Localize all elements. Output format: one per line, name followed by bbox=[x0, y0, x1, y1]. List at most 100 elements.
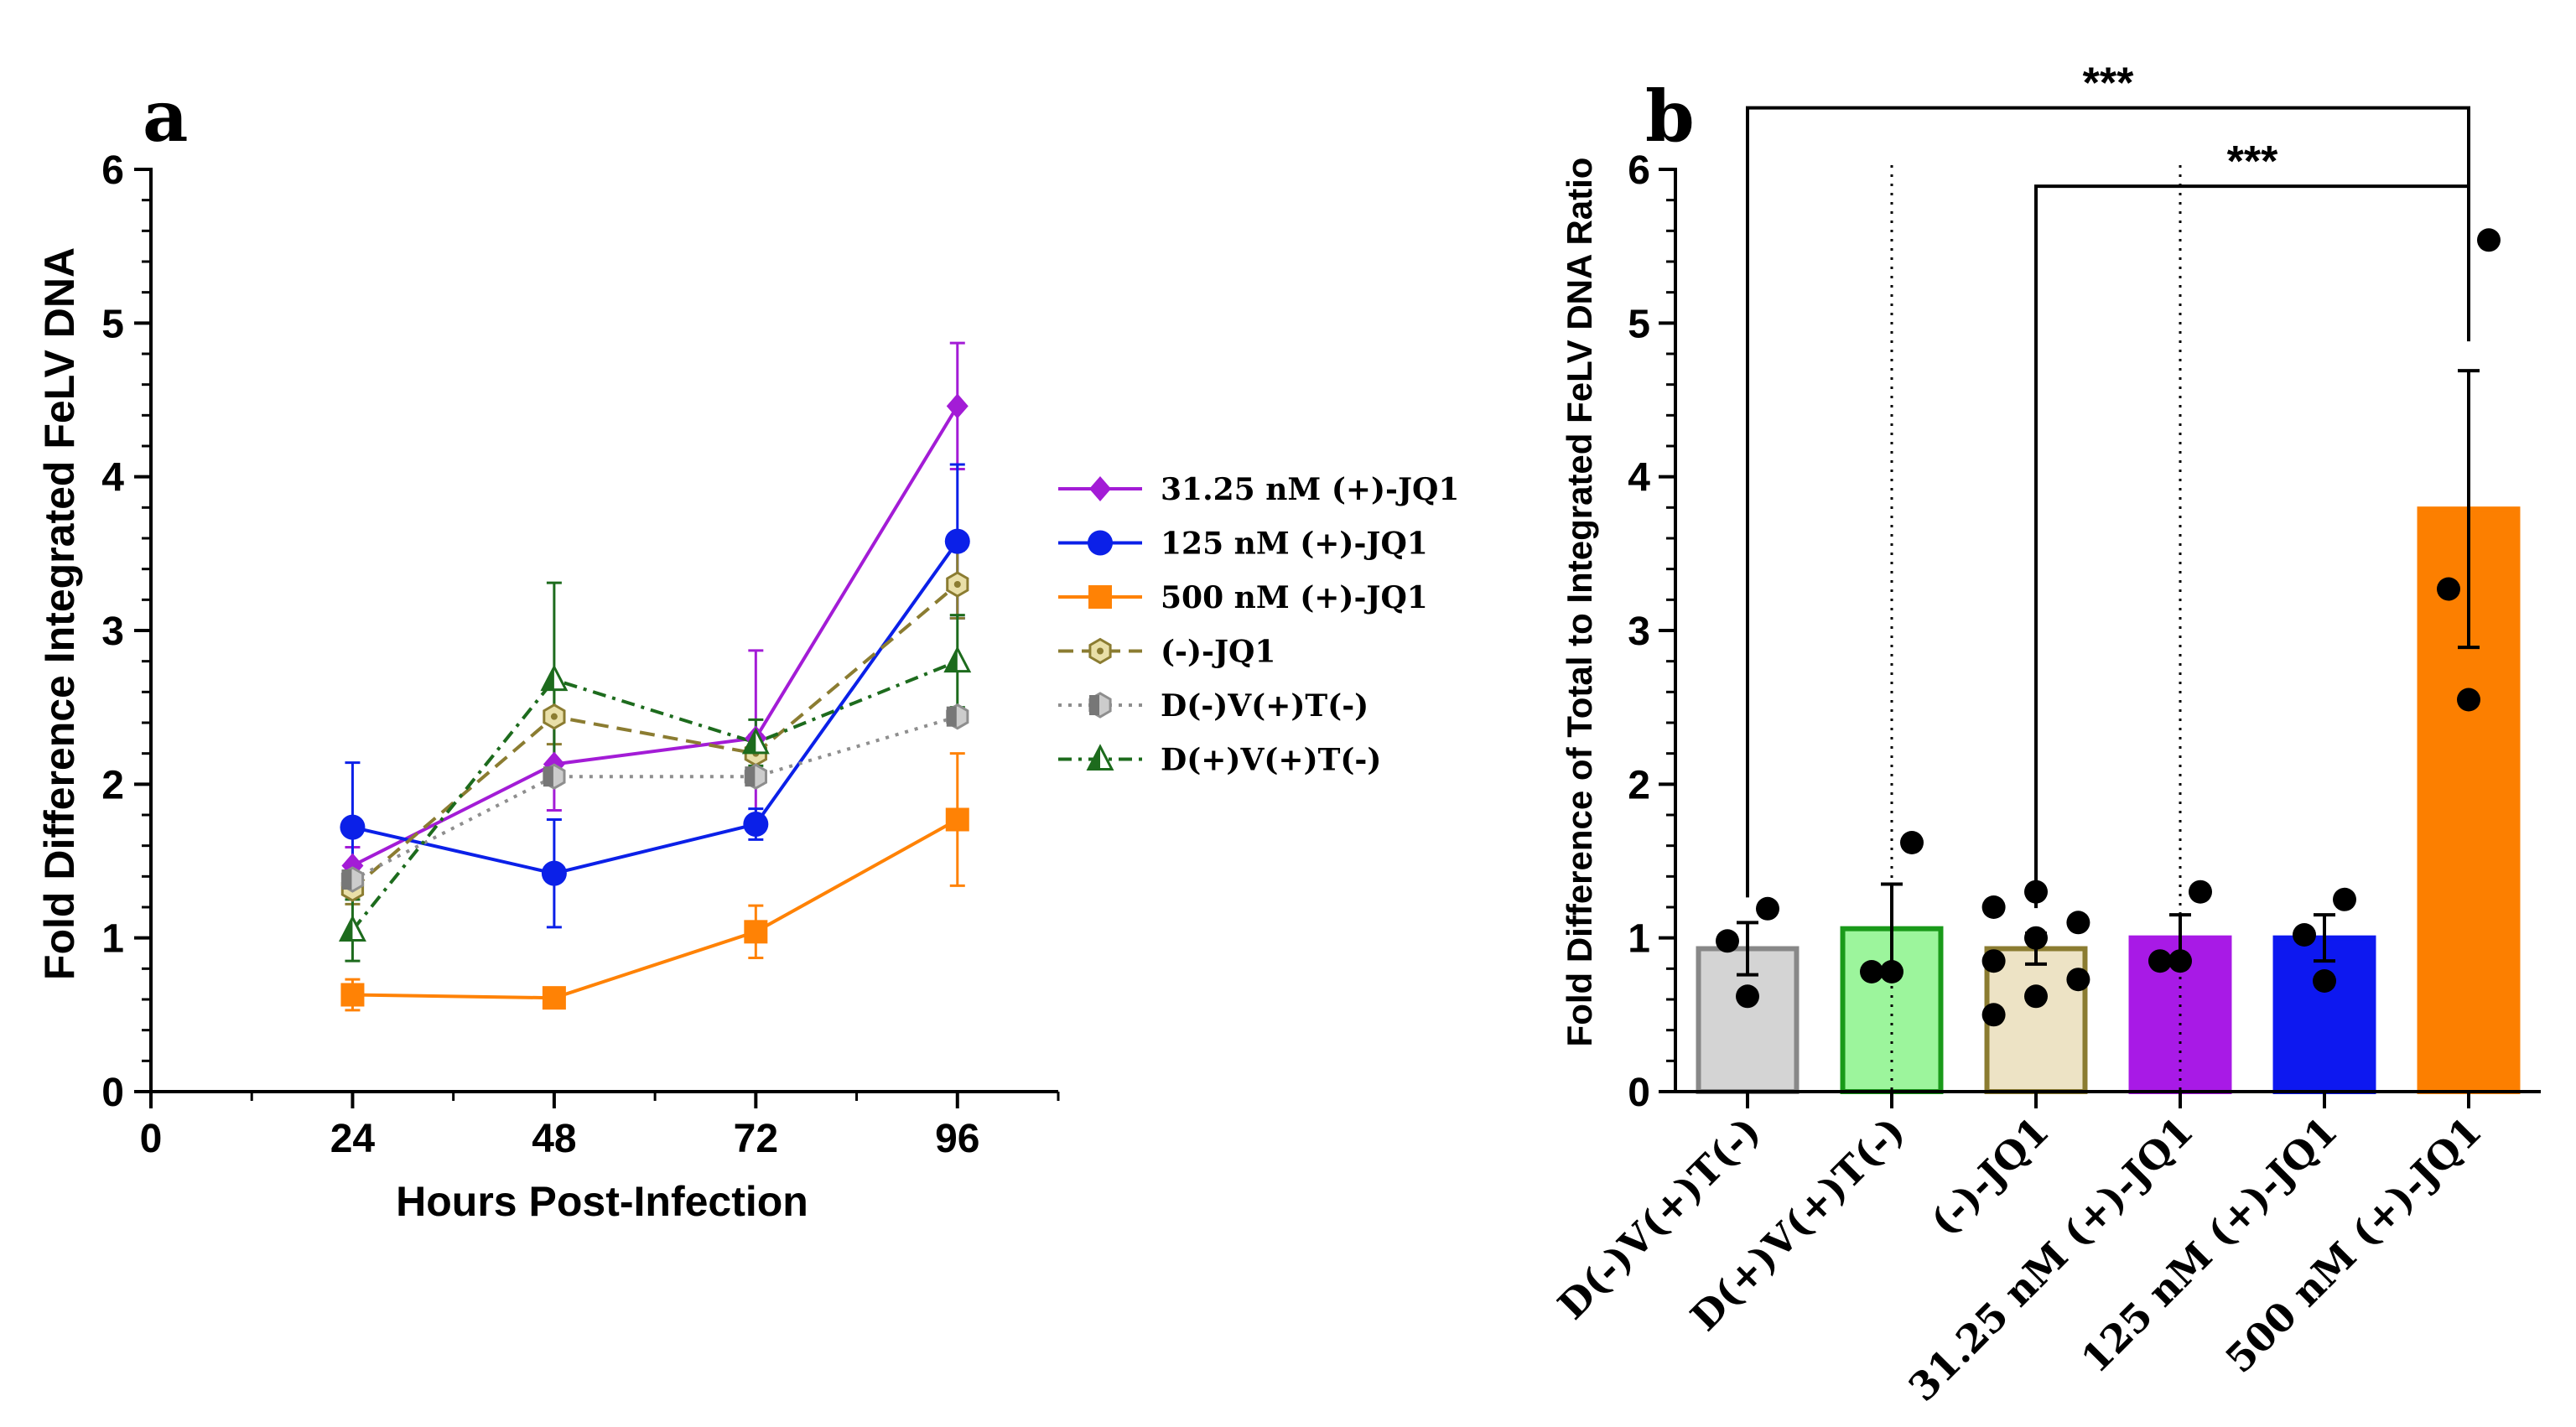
data-point-d-v-t bbox=[1860, 960, 1883, 983]
point-500-nm-jq1 bbox=[542, 986, 566, 1010]
data-point-d-v-t bbox=[1880, 960, 1903, 983]
panel-b-y-tick-label: 4 bbox=[1628, 456, 1650, 501]
bar-125-nm-jq1 bbox=[2272, 935, 2376, 1094]
legend-marker-500-nm-jq1 bbox=[1088, 585, 1112, 609]
data-point-jq1 bbox=[2066, 968, 2090, 992]
panel-a-x-axis-title: Hours Post-Infection bbox=[396, 1178, 808, 1225]
data-point-d-v-t bbox=[1716, 929, 1739, 953]
point-125-nm-jq1 bbox=[944, 528, 970, 554]
panel-a-axes: 0 1 2 3 4 5 6 0 24 48 72 96 bbox=[101, 148, 1060, 1161]
series-line-jq1 bbox=[351, 583, 959, 890]
data-point-125-nm-jq1 bbox=[2313, 969, 2336, 993]
point-125-nm-jq1 bbox=[340, 814, 366, 840]
data-point-d-v-t bbox=[1736, 984, 1759, 1009]
legend-marker-jq1-center bbox=[1097, 647, 1104, 655]
legend-label-d-v-t: D(+)V(+)T(-) bbox=[1161, 743, 1381, 778]
point-d-v-t-half bbox=[945, 648, 958, 672]
data-point-500-nm-jq1 bbox=[2477, 228, 2501, 252]
panel-a-x-tick-label: 0 bbox=[140, 1117, 163, 1161]
panel-a-series-lines bbox=[351, 405, 959, 1000]
panel-b-x-tick-label-125-nm-jq1: 125 nM (+)-JQ1 bbox=[2073, 1108, 2346, 1382]
series-line-125-nm-jq1 bbox=[351, 540, 959, 875]
panel-a-markers bbox=[338, 393, 972, 1010]
point-31-25-nm-jq1 bbox=[946, 393, 969, 419]
point-jq1-center bbox=[953, 581, 961, 588]
data-point-jq1 bbox=[1981, 949, 2006, 973]
series-line-d-v-t bbox=[351, 714, 958, 881]
panel-a-y-tick-label: 4 bbox=[101, 456, 124, 501]
panel-a-y-tick-label: 3 bbox=[101, 610, 124, 654]
panel-b-x-tick-label-jq1: (-)-JQ1 bbox=[1921, 1108, 2057, 1244]
legend-marker-d-v-t-half bbox=[1088, 746, 1100, 770]
legend-label-d-v-t: D(-)V(+)T(-) bbox=[1161, 688, 1368, 724]
panel-a-x-tick-label: 48 bbox=[532, 1117, 576, 1161]
point-d-v-t-half bbox=[340, 917, 353, 941]
panel-b-points bbox=[1716, 228, 2501, 1027]
panel-a-y-axis-title: Fold Difference Integrated FeLV DNA bbox=[36, 247, 83, 980]
data-point-31-25-nm-jq1 bbox=[2148, 949, 2172, 973]
legend-marker-31-25-nm-jq1 bbox=[1089, 476, 1111, 501]
data-point-31-25-nm-jq1 bbox=[2168, 949, 2192, 973]
panel-b-y-tick-label: 1 bbox=[1628, 917, 1650, 962]
panel-b-label: b bbox=[1645, 75, 1695, 158]
legend-marker-125-nm-jq1 bbox=[1088, 530, 1113, 556]
panel-b-y-tick-label: 3 bbox=[1628, 610, 1650, 654]
series-line-d-v-t bbox=[351, 659, 958, 931]
panel-a-y-tick-label: 5 bbox=[101, 302, 124, 346]
point-jq1-center bbox=[550, 713, 558, 720]
legend-label-jq1: (-)-JQ1 bbox=[1161, 635, 1275, 670]
panel-a-x-tick-label: 24 bbox=[330, 1117, 376, 1161]
panel-a-x-tick-label: 96 bbox=[935, 1117, 979, 1161]
significance-bracket bbox=[1746, 106, 2470, 898]
series-line-31-25-nm-jq1 bbox=[351, 405, 959, 868]
data-point-500-nm-jq1 bbox=[2457, 688, 2480, 712]
data-point-31-25-nm-jq1 bbox=[2189, 880, 2212, 904]
panel-a-line-chart: a Fold Difference Integrated FeLV DNA Ho… bbox=[36, 75, 1459, 1225]
data-point-jq1 bbox=[1981, 895, 2006, 919]
panel-a-y-tick-label: 6 bbox=[101, 148, 124, 193]
panel-b-y-axis-title: Fold Difference of Total to Integrated F… bbox=[1560, 158, 1599, 1047]
point-500-nm-jq1 bbox=[340, 983, 365, 1007]
legend-label-500-nm-jq1: 500 nM (+)-JQ1 bbox=[1161, 580, 1428, 615]
point-d-v-t-half bbox=[745, 766, 756, 787]
panel-a-error-bars bbox=[345, 341, 965, 1012]
point-125-nm-jq1 bbox=[743, 812, 769, 837]
panel-a-y-tick-label: 1 bbox=[101, 917, 124, 962]
significance-bracket bbox=[2034, 184, 2470, 909]
panel-b-x-tick-label-31-25-nm-jq1: 31.25 nM (+)-JQ1 bbox=[1900, 1108, 2202, 1410]
panel-b-y-tick-label: 5 bbox=[1628, 302, 1650, 346]
significance-label: *** bbox=[2227, 138, 2278, 186]
data-point-500-nm-jq1 bbox=[2437, 577, 2460, 601]
legend-label-125-nm-jq1: 125 nM (+)-JQ1 bbox=[1161, 527, 1428, 562]
point-500-nm-jq1 bbox=[945, 807, 969, 832]
panel-b-y-tick-label: 2 bbox=[1628, 763, 1650, 807]
panel-b-x-tick-label-500-nm-jq1: 500 nM (+)-JQ1 bbox=[2217, 1108, 2490, 1382]
significance-label: *** bbox=[2083, 60, 2134, 108]
panel-a-y-tick-label: 2 bbox=[101, 763, 124, 807]
data-point-jq1 bbox=[2066, 911, 2090, 935]
panel-a-y-tick-label: 0 bbox=[101, 1071, 124, 1115]
panel-b-bar-chart: b Fold Difference of Total to Integrated… bbox=[1549, 60, 2541, 1410]
panel-b-bars bbox=[1696, 506, 2521, 1094]
data-point-jq1 bbox=[2024, 984, 2048, 1009]
panel-b-significance: *** *** bbox=[1746, 60, 2470, 909]
point-125-nm-jq1 bbox=[541, 860, 567, 886]
point-d-v-t-half bbox=[946, 706, 957, 727]
data-point-jq1 bbox=[2024, 926, 2048, 950]
data-point-125-nm-jq1 bbox=[2293, 923, 2316, 947]
point-d-v-t-half bbox=[341, 869, 352, 890]
point-d-v-t-half bbox=[744, 729, 756, 753]
legend-marker-d-v-t-half bbox=[1089, 695, 1099, 715]
panel-b-error-bars bbox=[1737, 369, 2480, 977]
panel-a-x-tick-label: 72 bbox=[734, 1117, 778, 1161]
legend-label-31-25-nm-jq1: 31.25 nM (+)-JQ1 bbox=[1161, 472, 1459, 507]
panel-a-legend: 31.25 nM (+)-JQ1 125 nM (+)-JQ1 500 nM (+)… bbox=[1058, 472, 1459, 778]
data-point-d-v-t bbox=[1900, 831, 1924, 854]
panel-b-y-tick-label: 6 bbox=[1628, 148, 1650, 193]
panel-a-label: a bbox=[143, 75, 188, 158]
series-line-500-nm-jq1 bbox=[352, 817, 958, 1000]
point-d-v-t-half bbox=[543, 766, 553, 787]
data-point-d-v-t bbox=[1756, 896, 1779, 921]
